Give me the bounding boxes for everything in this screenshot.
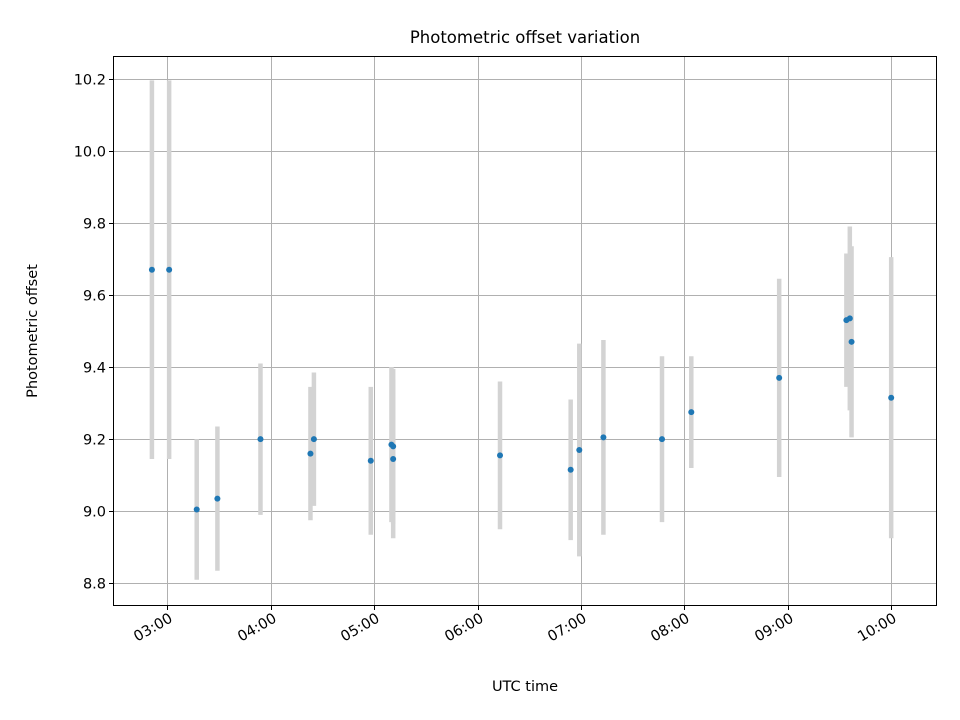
point-layer xyxy=(148,266,895,513)
y-tick-label: 9.2 xyxy=(83,433,106,449)
data-point xyxy=(307,450,314,457)
data-point xyxy=(214,495,221,502)
data-point xyxy=(310,436,317,443)
data-point xyxy=(390,455,397,462)
data-point xyxy=(390,443,397,450)
data-point xyxy=(688,409,695,416)
grid-layer xyxy=(114,57,936,605)
data-point xyxy=(193,506,200,513)
plot-frame xyxy=(113,56,937,606)
y-tick-label: 8.8 xyxy=(83,577,106,593)
data-point xyxy=(148,266,155,273)
data-point xyxy=(659,436,665,443)
y-tick-label: 9.6 xyxy=(83,289,106,305)
data-point xyxy=(497,452,504,459)
y-tick-label: 9.0 xyxy=(83,505,106,521)
data-point xyxy=(166,266,173,273)
data-point xyxy=(257,436,264,443)
data-point xyxy=(600,434,607,441)
data-point xyxy=(888,394,895,401)
y-tick-label: 10.2 xyxy=(74,73,106,89)
data-point xyxy=(367,457,374,464)
data-point xyxy=(567,466,574,473)
data-point xyxy=(846,315,853,322)
x-axis-label: UTC time xyxy=(492,679,558,695)
y-tick-label: 9.8 xyxy=(83,217,106,233)
y-axis-label: Photometric offset xyxy=(25,264,41,398)
data-point xyxy=(776,374,783,381)
y-tick-label: 9.4 xyxy=(83,361,106,377)
y-tick-label: 10.0 xyxy=(74,145,106,161)
chart-title: Photometric offset variation xyxy=(410,28,640,47)
data-point xyxy=(576,446,583,453)
data-point xyxy=(848,338,855,345)
